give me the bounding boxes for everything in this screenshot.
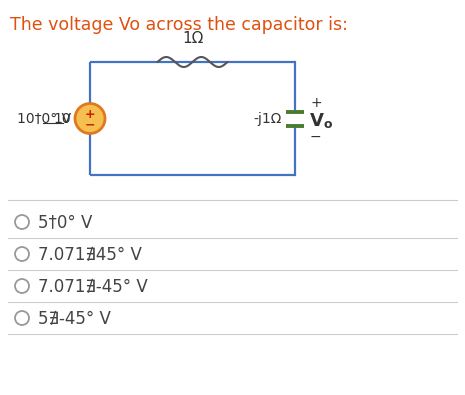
Text: −: − [85, 118, 95, 131]
Circle shape [15, 279, 29, 293]
Text: +: + [310, 96, 322, 109]
Text: -j1Ω: -j1Ω [253, 111, 282, 126]
Text: V: V [310, 111, 324, 130]
Text: 10†0° V: 10†0° V [0, 394, 1, 395]
Text: 5†0° V: 5†0° V [38, 213, 93, 231]
Text: 7.071∄-45° V: 7.071∄-45° V [38, 277, 148, 295]
Text: 10: 10 [53, 111, 71, 126]
Circle shape [15, 311, 29, 325]
Text: 1Ω: 1Ω [182, 31, 203, 46]
Circle shape [15, 215, 29, 229]
Circle shape [15, 247, 29, 261]
Text: o: o [323, 118, 332, 131]
Text: 5∄-45° V: 5∄-45° V [38, 309, 111, 327]
Text: 7.071∄45° V: 7.071∄45° V [38, 245, 142, 263]
Text: 10†0° V: 10†0° V [17, 111, 71, 126]
Circle shape [75, 103, 105, 134]
Text: +: + [85, 108, 95, 121]
Text: −: − [310, 130, 322, 143]
Text: The voltage Vo across the capacitor is:: The voltage Vo across the capacitor is: [10, 16, 348, 34]
